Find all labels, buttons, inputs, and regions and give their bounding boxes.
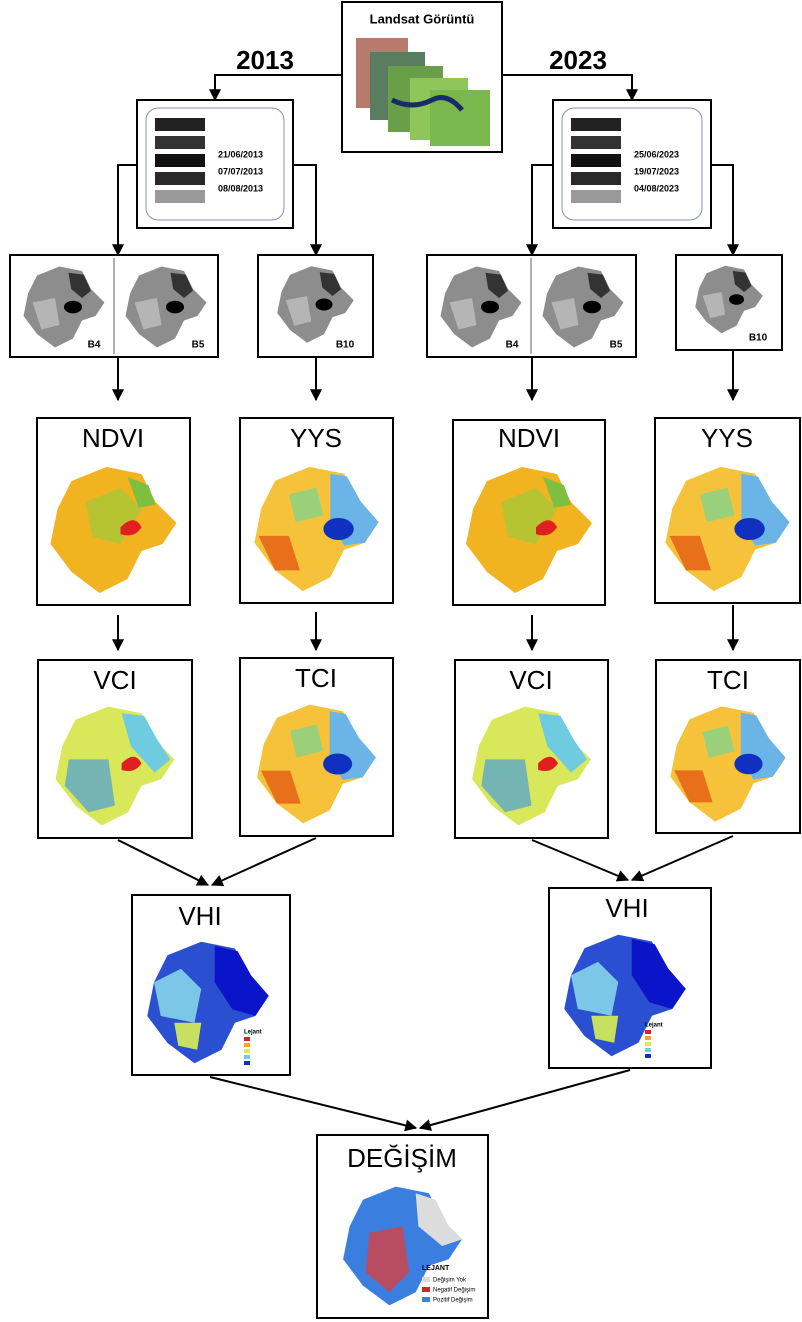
change-title: DEĞİŞİM: [347, 1143, 457, 1173]
date: 25/06/2023: [634, 149, 679, 159]
stack-2023: [552, 99, 712, 229]
index-title: VCI: [93, 665, 136, 695]
legend-title: Lejant: [244, 1030, 262, 1036]
arrow: [711, 164, 739, 257]
band-label: B10: [336, 340, 355, 351]
arrow: [210, 837, 317, 887]
arrow: [293, 164, 322, 257]
index-title: YYS: [290, 423, 342, 453]
source-title: Landsat Görüntü: [370, 11, 475, 26]
index-title: NDVI: [498, 423, 560, 453]
arrow: [526, 164, 553, 257]
legend-swatches: [244, 1037, 250, 1065]
legend-swatch: [422, 1297, 430, 1302]
legend-title: LEJANT: [422, 1265, 450, 1272]
year-label: 2023: [549, 45, 607, 75]
legend-label: Negatif Değişim: [433, 1288, 475, 1294]
legend-label: Pozitif Değişim: [433, 1298, 473, 1304]
arrow: [418, 1069, 631, 1131]
year-label: 2013: [236, 45, 294, 75]
band-label: B4: [88, 340, 101, 351]
arrow: [531, 839, 630, 882]
arrow: [209, 1076, 418, 1132]
band-label: B5: [192, 340, 205, 351]
vhi-title: VHI: [178, 901, 221, 931]
arrow: [117, 839, 210, 886]
index-title: TCI: [707, 665, 749, 695]
index-title: TCI: [295, 663, 337, 693]
arrow: [502, 74, 638, 102]
date: 19/07/2023: [634, 166, 679, 176]
band-label: B10: [749, 333, 768, 344]
index-title: VCI: [509, 665, 552, 695]
index-title: YYS: [701, 423, 753, 453]
landsat-images: [356, 38, 490, 146]
legend-swatch: [422, 1277, 430, 1282]
date: 07/07/2013: [218, 166, 263, 176]
band-label: B5: [610, 340, 623, 351]
date: 08/08/2013: [218, 183, 263, 193]
date: 21/06/2013: [218, 149, 263, 159]
vhi-title: VHI: [605, 893, 648, 923]
arrow: [630, 835, 734, 882]
band-label: B4: [506, 340, 519, 351]
date: 04/08/2023: [634, 183, 679, 193]
legend-label: Değişim Yok: [433, 1278, 467, 1284]
stack-2013: [136, 99, 294, 229]
legend-title: Lejant: [645, 1023, 663, 1029]
index-title: NDVI: [82, 423, 144, 453]
arrow: [112, 164, 137, 257]
arrow: [209, 74, 342, 102]
legend-swatch: [422, 1287, 430, 1292]
legend-swatches: [645, 1030, 651, 1058]
